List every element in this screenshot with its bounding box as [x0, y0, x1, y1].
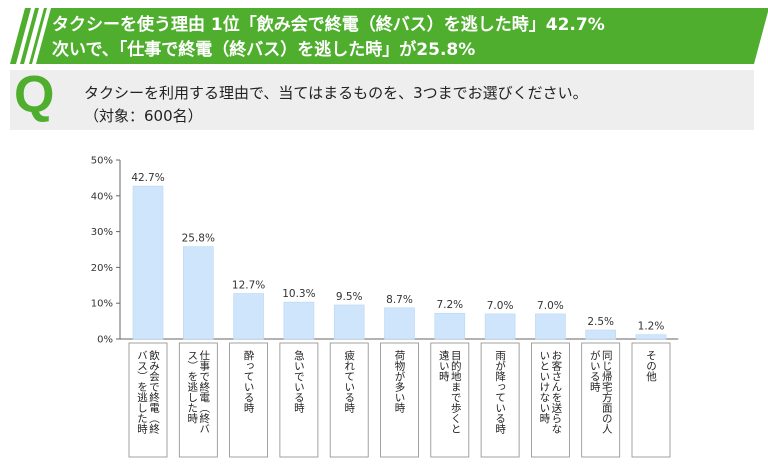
category-box: [531, 342, 570, 458]
category-label: ス）を逃した時: [186, 350, 198, 424]
category-box: [128, 342, 168, 458]
bar: [283, 301, 315, 340]
category-label: 目的地まで歩くと: [450, 350, 462, 434]
y-tick-label: 40%: [91, 191, 113, 202]
question-text: タクシーを利用する理由で、当てはまるものを、3つまでお選びください。: [84, 84, 588, 102]
value-label: 7.0%: [537, 300, 564, 312]
category-box: [581, 342, 621, 458]
value-label: 42.7%: [131, 172, 164, 184]
category-label: 遠い時: [438, 349, 450, 381]
y-tick-label: 10%: [91, 299, 113, 310]
bar: [635, 334, 667, 340]
category-label: 飲み会で終電（終: [148, 349, 160, 435]
category-box: [329, 342, 369, 458]
y-tick-label: 20%: [91, 263, 113, 274]
category-box: [631, 342, 671, 458]
bar: [183, 246, 214, 340]
category-box: [430, 342, 470, 458]
bar: [434, 312, 466, 340]
y-tick-label: 50%: [91, 156, 113, 167]
headline-line-1: タクシーを使う理由 1位「飲み会で終電（終バス）を逃した時」42.7%: [52, 15, 605, 35]
value-label: 7.2%: [436, 299, 463, 311]
value-label: 1.2%: [638, 321, 665, 333]
headline-line-2: 次いで、「仕事で終電（終バス）を逃した時」が25.8%: [52, 40, 476, 60]
question-box: [10, 70, 754, 130]
category-box: [380, 342, 419, 458]
category-box: [279, 342, 319, 458]
question-mark-icon: Q: [14, 66, 55, 124]
value-label: 9.5%: [336, 291, 363, 303]
category-label: 仕事で終電（終バ: [198, 349, 210, 434]
bar-chart: 0% 10% 20% 30% 40% 50% 42.7% 飲み会で終電（終バス）を逃した時 25…: [91, 156, 679, 458]
category-label: がいる時: [589, 349, 601, 392]
category-label: 雨が降っている時: [494, 350, 506, 434]
category-label: お客さんを送らな: [550, 350, 562, 434]
y-tick-label: 0%: [97, 335, 113, 346]
value-label: 2.5%: [587, 316, 614, 328]
bar: [484, 313, 516, 340]
value-label: 12.7%: [232, 280, 265, 292]
question-target: （対象：600名）: [84, 107, 203, 125]
category-label: いといけない時: [538, 350, 550, 424]
category-box: [229, 342, 269, 458]
category-label: 荷物が多い時: [394, 350, 406, 413]
category-box: [178, 342, 218, 458]
y-tick-label: 30%: [91, 227, 113, 238]
bar: [333, 304, 365, 340]
category-label: 疲れている時: [343, 349, 355, 413]
bar: [585, 329, 617, 340]
category-label: その他: [645, 350, 657, 382]
category-box: [480, 342, 520, 458]
category-label: 同じ帰宅方面の人: [601, 350, 613, 434]
value-label: 7.0%: [487, 300, 514, 312]
value-label: 8.7%: [386, 294, 413, 306]
category-label: 急いでいる時: [293, 349, 305, 413]
bar: [132, 185, 164, 340]
bar: [384, 307, 415, 340]
bar: [233, 293, 264, 340]
value-label: 25.8%: [182, 233, 215, 245]
category-label: バス）を逃した時: [136, 350, 148, 434]
value-label: 10.3%: [282, 288, 315, 300]
bar: [535, 313, 566, 340]
category-label: 酔っている時: [243, 349, 255, 413]
